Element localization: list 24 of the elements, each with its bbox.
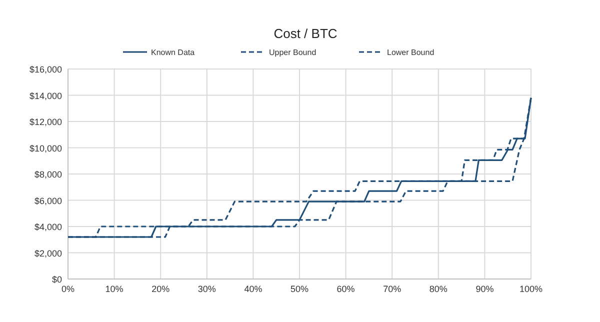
- x-tick-label: 70%: [383, 284, 402, 294]
- y-tick-label: $0: [52, 274, 62, 284]
- legend-label: Lower Bound: [387, 48, 434, 57]
- y-tick-label: $6,000: [34, 196, 62, 206]
- x-tick-label: 90%: [476, 284, 494, 294]
- legend-label: Known Data: [151, 48, 196, 57]
- x-tick-label: 20%: [152, 284, 170, 294]
- x-tick-label: 60%: [336, 284, 355, 294]
- x-tick-label: 30%: [198, 284, 216, 294]
- y-tick-label: $4,000: [34, 222, 62, 232]
- x-tick-label: 0%: [61, 284, 75, 294]
- x-tick-label: 10%: [105, 284, 124, 294]
- x-tick-label: 80%: [429, 284, 448, 294]
- chart-title: Cost / BTC: [274, 26, 338, 41]
- y-tick-label: $10,000: [29, 143, 62, 154]
- y-tick-label: $16,000: [29, 64, 62, 74]
- legend-label: Upper Bound: [269, 48, 316, 57]
- y-tick-label: $8,000: [34, 170, 62, 180]
- y-tick-label: $12,000: [29, 117, 62, 127]
- y-tick-label: $14,000: [29, 90, 62, 101]
- x-tick-label: 40%: [244, 284, 262, 294]
- x-tick-label: 50%: [290, 284, 309, 294]
- y-tick-label: $2,000: [34, 248, 62, 258]
- x-tick-label: 100%: [519, 284, 543, 294]
